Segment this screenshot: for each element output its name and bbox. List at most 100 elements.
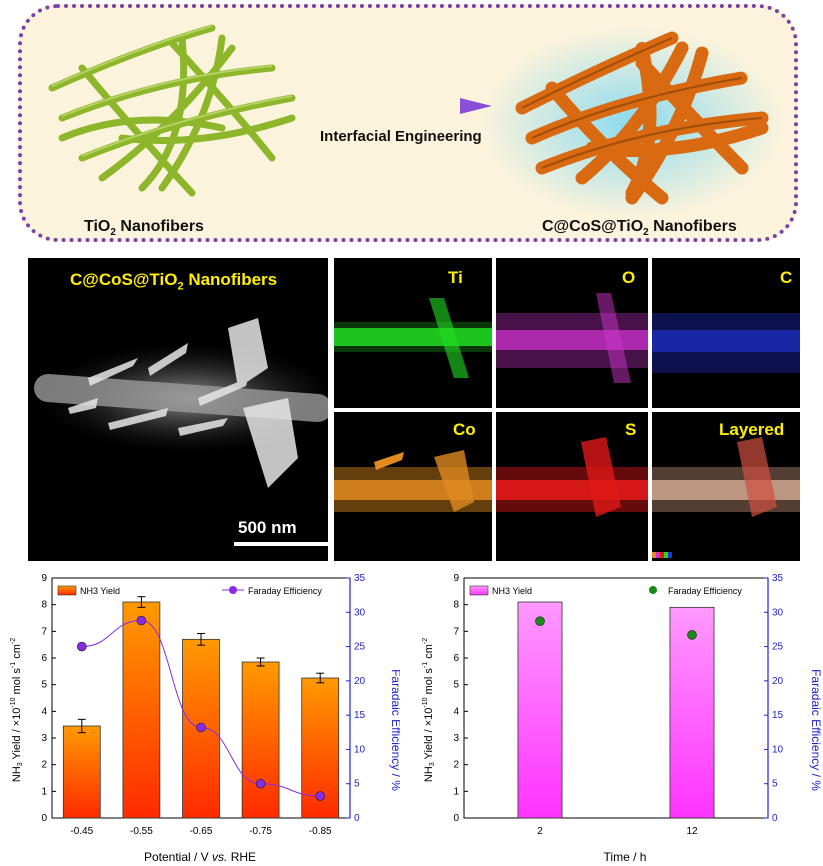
map-layered: [652, 412, 800, 561]
y-tick-label: 6: [41, 653, 47, 664]
legend-swatch-yield: [469, 585, 489, 596]
legend-label-yield: NH3 Yield: [492, 586, 532, 596]
legend-label-efficiency: Faraday Efficiency: [668, 586, 742, 596]
legend-label-yield: NH3 Yield: [80, 586, 120, 596]
x-axis-label: Time / h: [604, 850, 647, 864]
arrow-icon: [322, 98, 492, 114]
y2-tick-label: 20: [772, 676, 784, 687]
y2-tick-label: 35: [354, 573, 366, 584]
x-tick-label: -0.85: [309, 826, 332, 837]
y-tick-label: 7: [453, 626, 459, 637]
scale-bar-label: 500 nm: [238, 518, 297, 537]
map-ti: [334, 258, 492, 408]
map-c: [652, 258, 800, 408]
x-tick-label: 12: [686, 826, 698, 837]
y-tick-label: 5: [41, 680, 47, 691]
x-tick-label: -0.65: [190, 826, 213, 837]
microscopy-panel: C@CoS@TiO2 Nanofibers 500 nm: [28, 258, 800, 561]
bar: [122, 601, 161, 819]
legend-marker-efficiency: [649, 586, 657, 594]
y2-tick-label: 35: [772, 573, 784, 584]
y-tick-label: 1: [453, 786, 459, 797]
bar: [517, 601, 563, 819]
y2-tick-label: 30: [772, 607, 784, 618]
y-tick-label: 7: [41, 626, 47, 637]
schematic-art: [48, 24, 782, 218]
o-map-image: [496, 293, 648, 383]
y-axis-label: NH3 Yield / ×10-10 mol s-1 cm-2: [10, 638, 24, 782]
x-axis-label: Potential / V vs. RHE: [144, 850, 256, 864]
plot-frame: [463, 577, 769, 819]
efficiency-point: [77, 641, 87, 652]
efficiency-point: [196, 722, 206, 733]
efficiency-point: [687, 630, 697, 640]
y-tick-label: 6: [453, 653, 459, 664]
y-tick-label: 0: [41, 813, 47, 824]
map-label-c: C: [780, 268, 793, 287]
map-label-ti: Ti: [448, 268, 463, 287]
y-tick-label: 9: [453, 573, 459, 584]
interfacial-engineering-label: Interfacial Engineering: [320, 128, 482, 145]
y2-tick-label: 0: [772, 813, 778, 824]
y-axis-label: NH3 Yield / ×10-10 mol s-1 cm-2: [422, 638, 436, 782]
y-tick-label: 3: [41, 733, 47, 744]
y2-tick-label: 0: [354, 813, 360, 824]
x-tick-label: -0.75: [249, 826, 272, 837]
y2-tick-label: 30: [354, 607, 366, 618]
x-tick-label: 2: [537, 826, 543, 837]
y2-tick-label: 5: [772, 779, 778, 790]
legend-swatch-yield: [57, 585, 77, 596]
y-tick-label: 0: [453, 813, 459, 824]
scale-bar: [234, 542, 334, 546]
panel-divider: [334, 408, 800, 412]
map-label-o: O: [622, 268, 636, 287]
map-co: [334, 412, 492, 561]
y-tick-label: 5: [453, 680, 459, 691]
y2-axis-label: Faradaic Efficiency / %: [809, 669, 823, 791]
y-tick-label: 2: [453, 760, 459, 771]
y2-tick-label: 15: [772, 710, 784, 721]
map-label-co: Co: [453, 420, 476, 439]
tio2-nanofiber-mesh: [48, 24, 296, 197]
y2-tick-label: 15: [354, 710, 366, 721]
y2-tick-label: 20: [354, 676, 366, 687]
c-map-image: [652, 313, 800, 373]
y-tick-label: 4: [453, 706, 459, 717]
efficiency-point: [535, 616, 545, 627]
bar: [241, 661, 280, 819]
map-o: [496, 258, 648, 408]
efficiency-point: [136, 615, 147, 626]
efficiency-point: [315, 791, 326, 801]
bar: [669, 606, 715, 819]
map-label-s: S: [625, 420, 637, 439]
y-tick-label: 3: [453, 733, 459, 744]
y2-tick-label: 25: [354, 642, 366, 653]
ti-map-image: [334, 298, 492, 378]
coated-nanofibers-label: C@CoS@TiO2 Nanofibers: [542, 218, 737, 239]
y-tick-label: 2: [41, 760, 47, 771]
tio2-nanofibers-label: TiO2 Nanofibers: [84, 218, 204, 239]
legend-label-efficiency: Faraday Efficiency: [248, 586, 322, 596]
y2-tick-label: 25: [772, 642, 784, 653]
schematic-panel: TiO2 Nanofibers Interfacial Engineering …: [18, 4, 798, 242]
legend-marker-efficiency: [229, 586, 237, 594]
map-label-layered: Layered: [719, 420, 785, 439]
haadf-fiber-image: [34, 318, 328, 488]
x-tick-label: -0.45: [70, 826, 93, 837]
map-s: [496, 412, 648, 561]
y2-tick-label: 10: [772, 744, 784, 755]
layered-map-image: [652, 437, 800, 558]
haadf-image: [28, 258, 328, 561]
y-tick-label: 4: [41, 706, 47, 717]
y-tick-label: 8: [453, 600, 459, 611]
efficiency-point: [255, 778, 266, 789]
y2-axis-label: Faradaic Efficiency / %: [389, 669, 400, 791]
nh3-yield-potential-chart: 0 1 2 3 4 5 6 7 8 9 0 5 10 15 20 25 30 35 -0.45 -0.55 -0.65 -…: [10, 573, 400, 864]
micro-title: C@CoS@TiO2 Nanofibers: [70, 270, 278, 293]
x-tick-label: -0.55: [130, 826, 153, 837]
panel-divider: [328, 258, 334, 561]
y-tick-label: 8: [41, 600, 47, 611]
y-tick-label: 9: [41, 573, 47, 584]
bar: [62, 725, 101, 819]
